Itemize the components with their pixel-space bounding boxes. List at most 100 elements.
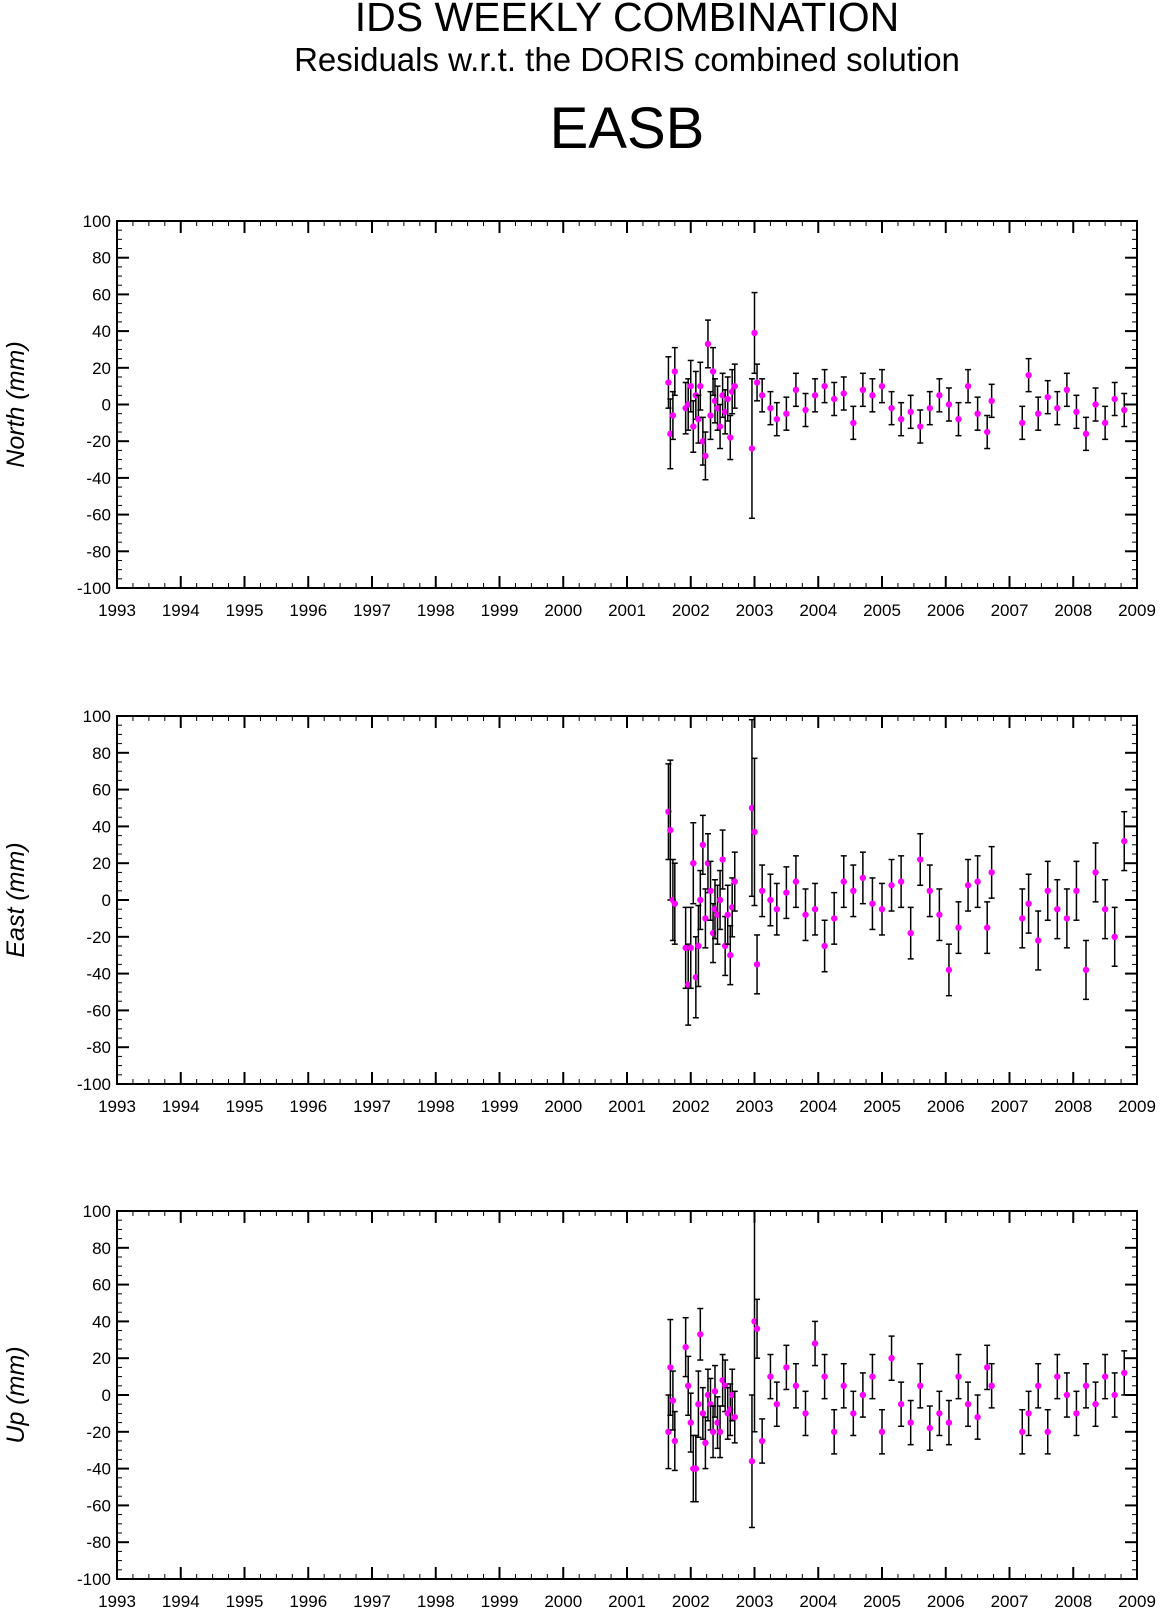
data-point — [687, 382, 694, 390]
y-tick-label: -60 — [86, 1496, 111, 1515]
x-tick-label: 2006 — [927, 1592, 965, 1611]
x-tick-label: 2000 — [544, 1097, 582, 1116]
x-tick-label: 2003 — [736, 1592, 774, 1611]
data-point — [783, 1364, 790, 1371]
data-point — [869, 1373, 876, 1380]
x-tick-label: 1993 — [98, 1097, 136, 1116]
data-point — [748, 1458, 756, 1465]
y-tick-label: 20 — [92, 1349, 111, 1368]
data-point — [707, 887, 714, 894]
data-point — [897, 878, 905, 885]
data-point — [802, 911, 809, 918]
data-point — [926, 887, 934, 894]
data-point — [702, 1439, 709, 1447]
chart-panel-1: 1993 1994 1995 1996 1997 1998 1999 2000 2001 2002… — [2, 212, 1156, 620]
data-point — [731, 382, 738, 390]
x-tick-label: 2008 — [1054, 1097, 1092, 1116]
x-tick-label: 2001 — [608, 1592, 646, 1611]
data-point — [1019, 915, 1026, 922]
y-tick-label: -100 — [77, 579, 111, 598]
y-tick-label: -60 — [86, 1001, 111, 1020]
series-points — [665, 1210, 1128, 1529]
x-tick-label: 1997 — [353, 601, 391, 620]
data-point — [888, 882, 895, 889]
data-point — [767, 404, 774, 412]
y-tick-label: -80 — [86, 1533, 111, 1552]
data-point — [983, 428, 991, 436]
data-point — [917, 423, 924, 430]
data-point — [753, 379, 761, 386]
y-tick-label: -20 — [86, 432, 111, 451]
x-tick-label: 1993 — [98, 1592, 136, 1611]
data-point — [704, 340, 712, 348]
y-tick-label: 100 — [83, 212, 111, 231]
data-point — [850, 1410, 857, 1417]
data-point — [697, 382, 704, 390]
x-tick-label: 2000 — [544, 601, 582, 620]
data-point — [716, 896, 724, 904]
data-point — [1121, 1369, 1128, 1377]
data-point — [1092, 401, 1099, 408]
plot-frame — [116, 220, 1138, 589]
data-point — [878, 1428, 886, 1436]
y-tick-label: 20 — [92, 359, 111, 378]
data-point — [728, 904, 736, 911]
y-tick-label: 100 — [83, 707, 111, 726]
data-point — [707, 412, 714, 419]
data-point — [926, 404, 934, 412]
data-point — [783, 889, 790, 896]
series-points — [665, 718, 1128, 1026]
data-point — [830, 915, 838, 922]
x-tick-label: 2001 — [608, 601, 646, 620]
x-tick-label: 1994 — [162, 1592, 200, 1611]
data-point — [758, 392, 766, 399]
y-tick-label: 80 — [92, 249, 111, 268]
data-point — [840, 390, 847, 397]
y-tick-label: -40 — [86, 965, 111, 984]
data-point — [850, 887, 857, 894]
data-point — [753, 1325, 761, 1332]
data-point — [1034, 937, 1042, 944]
data-point — [840, 1382, 847, 1390]
data-point — [751, 1318, 758, 1325]
y-tick-label: -40 — [86, 469, 111, 488]
y-tick-label: 60 — [92, 781, 111, 800]
data-point — [1111, 933, 1118, 940]
data-point — [687, 1419, 694, 1426]
data-point — [1044, 393, 1051, 401]
data-point — [1073, 887, 1080, 894]
data-point — [1054, 1373, 1061, 1380]
data-point — [671, 1437, 679, 1445]
x-tick-label: 2009 — [1118, 601, 1156, 620]
y-tick-label: 80 — [92, 744, 111, 763]
data-point — [783, 410, 790, 417]
data-point — [1101, 419, 1109, 427]
x-tick-label: 2004 — [799, 1097, 837, 1116]
data-point — [690, 423, 697, 430]
y-tick-label: 40 — [92, 322, 111, 341]
data-point — [695, 1401, 702, 1408]
y-tick-label: -100 — [77, 1075, 111, 1094]
data-point — [792, 386, 800, 394]
data-point — [840, 878, 847, 885]
data-point — [821, 382, 828, 390]
y-tick-label: 100 — [83, 1202, 111, 1221]
data-point — [685, 1382, 692, 1390]
data-point — [1063, 1391, 1071, 1399]
data-point — [721, 408, 729, 416]
data-point — [724, 395, 731, 403]
data-point — [878, 906, 886, 913]
y-tick-label: 0 — [102, 396, 111, 415]
x-tick-label: 2006 — [927, 601, 965, 620]
x-tick-label: 1995 — [226, 1592, 264, 1611]
data-point — [714, 404, 721, 412]
data-point — [821, 942, 828, 950]
data-point — [1082, 1382, 1090, 1390]
data-point — [709, 1428, 717, 1436]
x-tick-label: 2007 — [991, 601, 1029, 620]
data-point — [964, 382, 972, 390]
data-point — [1019, 1428, 1026, 1436]
x-tick-label: 2004 — [799, 601, 837, 620]
data-point — [751, 828, 758, 836]
